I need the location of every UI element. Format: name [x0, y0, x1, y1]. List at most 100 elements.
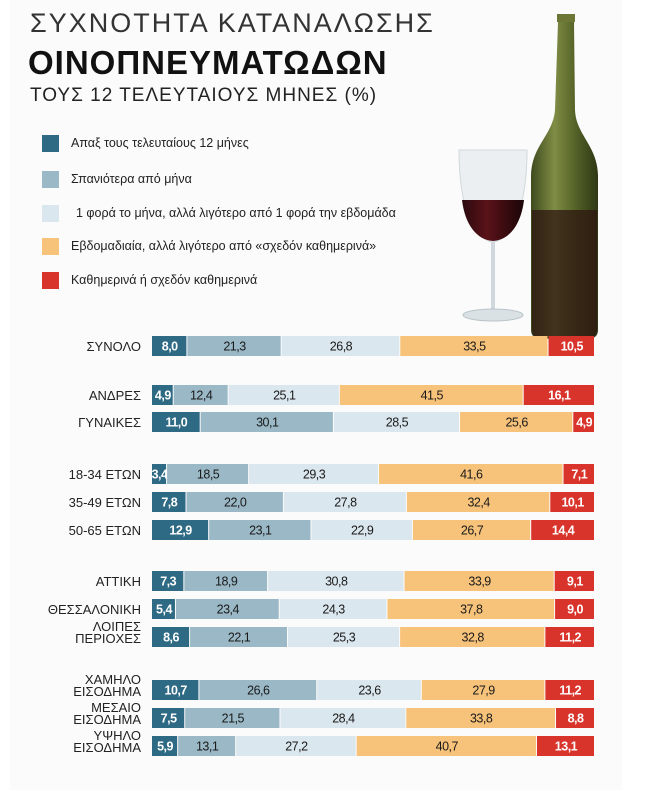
bar-value-label: 7,8 — [161, 496, 177, 510]
bar-value-label: 40,7 — [436, 740, 459, 754]
bar-value-label: 3,4 — [152, 468, 168, 482]
bar-segment — [249, 464, 379, 484]
row-label: ΕΙΣΟΔΗΜΑ — [73, 712, 141, 727]
legend-item-once: Απαξ τους τελευταίους 12 μήνες — [42, 133, 249, 153]
bar-value-label: 30,8 — [325, 575, 348, 589]
row-label: ΓΥΝΑΙΚΕΣ — [78, 415, 141, 430]
bar-value-label: 30,1 — [256, 416, 279, 430]
bar-segment — [187, 336, 281, 356]
bar-segment — [152, 736, 178, 756]
bar-value-label: 26,8 — [330, 340, 353, 354]
bar-value-label: 23,6 — [358, 684, 381, 698]
bar-segment — [550, 492, 594, 512]
bar-segment — [152, 385, 173, 405]
bar-value-label: 26,7 — [461, 524, 484, 538]
bar-segment — [412, 520, 531, 540]
bar-value-label: 22,0 — [224, 496, 247, 510]
legend-item-daily: Καθημερινά ή σχεδόν καθημερινά — [42, 270, 257, 290]
bar-segment — [280, 708, 406, 728]
row-label: 50-65 ΕΤΩΝ — [69, 523, 141, 538]
bar-value-label: 26,6 — [247, 684, 270, 698]
row-label: ΑΝΔΡΕΣ — [89, 388, 141, 403]
legend-label-monthly: 1 φορά το μήνα, αλλά λιγότερο από 1 φορά… — [76, 206, 396, 220]
legend-swatch-once — [42, 134, 59, 152]
bar-segment — [545, 680, 594, 700]
bar-value-label: 25,3 — [333, 631, 356, 645]
bar-value-label: 27,8 — [334, 496, 357, 510]
bar-segment — [379, 464, 563, 484]
bar-segment — [563, 464, 594, 484]
glass-base-shape — [462, 308, 524, 322]
row-label: ΘΕΣΣΑΛΟΝΙΚΗ — [48, 602, 141, 617]
bar-value-label: 8,0 — [162, 340, 178, 354]
bar-segment — [228, 385, 339, 405]
bar-segment — [279, 599, 387, 619]
bar-value-label: 41,5 — [421, 389, 444, 403]
bar-segment — [152, 464, 167, 484]
bar-value-label: 11,2 — [559, 684, 581, 698]
bar-value-label: 13,1 — [196, 740, 219, 754]
bar-value-label: 32,8 — [462, 631, 485, 645]
row-label: ΜΕΣΑΙΟ — [91, 700, 141, 715]
bar-segment — [400, 336, 548, 356]
glass-stem-shape — [491, 242, 495, 312]
bar-segment — [460, 412, 573, 432]
row-label: ΧΑΜΗΛΟ — [85, 672, 141, 687]
bar-value-label: 27,9 — [472, 684, 495, 698]
bar-segment — [406, 708, 556, 728]
bar-segment — [152, 571, 184, 591]
bar-segment — [554, 571, 594, 591]
bar-segment — [523, 385, 594, 405]
bottle-lip-shape — [557, 14, 575, 22]
bar-value-label: 7,3 — [160, 575, 176, 589]
bar-segment — [152, 492, 186, 512]
bar-value-label: 32,4 — [467, 496, 490, 510]
bar-value-label: 11,2 — [559, 631, 581, 645]
bar-value-label: 37,8 — [460, 603, 483, 617]
bar-value-label: 25,1 — [273, 389, 296, 403]
bar-segment — [152, 520, 209, 540]
bar-segment — [555, 599, 594, 619]
bar-segment — [173, 385, 228, 405]
bar-value-label: 25,6 — [505, 416, 528, 430]
legend-label-weekly: Εβδομαδιαία, αλλά λιγότερο από «σχεδόν κ… — [71, 239, 377, 253]
bar-value-label: 18,9 — [215, 575, 238, 589]
bar-value-label: 11,0 — [166, 416, 188, 430]
bar-value-label: 18,5 — [197, 468, 220, 482]
row-label: ΕΙΣΟΔΗΜΑ — [73, 740, 141, 755]
bar-segment — [152, 599, 175, 619]
bar-value-label: 24,3 — [322, 603, 345, 617]
bar-value-label: 10,5 — [561, 340, 584, 354]
bar-segment — [268, 571, 404, 591]
bar-segment — [178, 736, 236, 756]
bar-value-label: 29,3 — [303, 468, 326, 482]
chart-title-line3: ΤΟΥΣ 12 ΤΕΛΕΥΤΑΙΟΥΣ ΜΗΝΕΣ (%) — [30, 85, 378, 106]
row-label: ΕΙΣΟΔΗΜΑ — [73, 684, 141, 699]
bar-segment — [356, 736, 536, 756]
legend-label-once: Απαξ τους τελευταίους 12 μήνες — [71, 136, 249, 150]
bar-value-label: 41,6 — [460, 468, 483, 482]
legend-swatch-monthly — [42, 204, 59, 222]
bar-value-label: 28,4 — [332, 712, 355, 726]
bar-value-label: 8,8 — [568, 712, 584, 726]
bar-value-label: 13,1 — [555, 740, 578, 754]
bar-segment — [333, 412, 460, 432]
legend-label-daily: Καθημερινά ή σχεδόν καθημερινά — [71, 273, 258, 287]
legend-label-rarely: Σπανιότερα από μήνα — [71, 172, 192, 186]
bar-segment — [387, 599, 555, 619]
bar-value-label: 4,9 — [155, 389, 171, 403]
bar-value-label: 33,5 — [463, 340, 486, 354]
bar-segment — [152, 412, 200, 432]
bar-segment — [236, 736, 356, 756]
bar-value-label: 16,1 — [548, 389, 571, 403]
bar-segment — [406, 492, 550, 512]
bar-segment — [152, 680, 199, 700]
bar-segment — [421, 680, 545, 700]
bar-segment — [404, 571, 554, 591]
bar-value-label: 28,5 — [386, 416, 409, 430]
bar-segment — [185, 708, 280, 728]
bar-segment — [283, 492, 406, 512]
bar-segment — [556, 708, 594, 728]
bar-value-label: 22,9 — [351, 524, 374, 538]
bottle-wine-shadow-shape — [532, 210, 597, 338]
